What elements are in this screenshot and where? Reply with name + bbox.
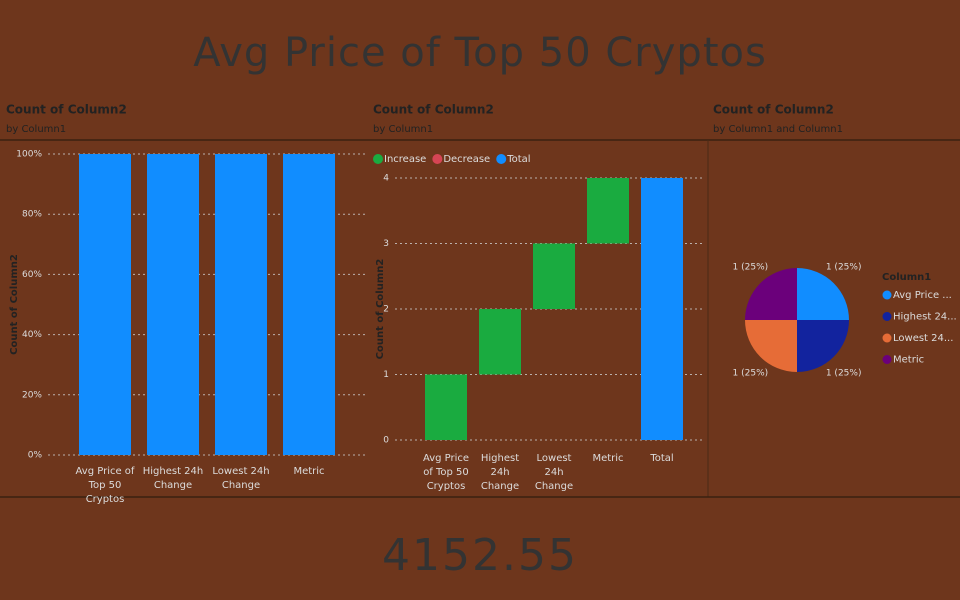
legend-label: Total — [506, 154, 530, 165]
bar — [215, 154, 267, 455]
x-tick-label: Highest 24h Change — [480, 453, 520, 492]
y-tick-label: 80% — [22, 210, 42, 220]
pie-slice — [797, 268, 849, 320]
dashboard-title: Avg Price of Top 50 Cryptos — [193, 30, 767, 76]
legend-marker — [496, 154, 507, 164]
y-tick-label: 60% — [22, 270, 42, 280]
pie-slice — [745, 320, 797, 372]
data-label: 1 (25%) — [733, 262, 769, 272]
panel-title: Count of Column2 — [713, 103, 834, 117]
x-tick-label: Lowest 24h Change — [212, 466, 270, 491]
y-tick-label: 0 — [383, 436, 389, 446]
bar — [79, 154, 131, 455]
panel-subtitle: by Column1 — [373, 124, 433, 135]
data-label: 1 (25%) — [826, 369, 862, 379]
legend-marker — [882, 355, 892, 364]
legend-marker — [882, 333, 892, 343]
legend-label: Highest 24... — [893, 312, 957, 323]
legend-title: Column1 — [882, 272, 931, 283]
x-tick-label: Total — [650, 453, 674, 464]
legend-marker — [882, 290, 892, 300]
panel-title: Count of Column2 — [6, 103, 127, 117]
bar — [283, 154, 335, 455]
pie-slice — [745, 268, 797, 320]
y-tick-label: 20% — [22, 390, 42, 400]
waterfall-bar — [479, 309, 521, 375]
panel-subtitle: by Column1 — [6, 124, 66, 135]
waterfall-bar — [641, 178, 683, 440]
x-tick-label: Avg Price of Top 50 Cryptos — [422, 453, 470, 492]
legend-label: Decrease — [443, 154, 490, 165]
legend-marker — [432, 154, 443, 164]
y-tick-label: 0% — [28, 451, 43, 461]
y-tick-label: 40% — [22, 330, 42, 340]
x-tick-label: Metric — [592, 453, 624, 464]
waterfall-bar — [533, 243, 575, 309]
bar — [147, 154, 199, 455]
y-tick-label: 1 — [383, 370, 389, 380]
waterfall-bar — [587, 178, 629, 244]
legend-marker — [882, 312, 892, 321]
data-label: 1 (25%) — [733, 369, 769, 379]
legend-label: Increase — [384, 154, 426, 165]
legend-label: Lowest 24... — [893, 333, 953, 344]
card-value: 4152.55 — [382, 530, 578, 581]
pie-slice — [797, 320, 849, 372]
waterfall-bar — [425, 374, 467, 440]
y-tick-label: 3 — [383, 239, 389, 249]
x-tick-label: Highest 24h Change — [142, 466, 204, 491]
panel-title: Count of Column2 — [373, 103, 494, 117]
x-tick-label: Metric — [293, 466, 325, 477]
data-label: 1 (25%) — [826, 262, 862, 272]
panel-subtitle: by Column1 and Column1 — [713, 124, 843, 135]
legend-label: Avg Price ... — [893, 290, 952, 301]
x-tick-label: Avg Price of Top 50 Cryptos — [75, 466, 135, 505]
y-tick-label: 2 — [383, 305, 389, 315]
legend-label: Metric — [893, 355, 924, 366]
y-tick-label: 4 — [383, 174, 389, 184]
y-axis-label: Count of Column2 — [9, 254, 20, 355]
y-axis-label: Count of Column2 — [375, 259, 386, 360]
x-tick-label: Lowest 24h Change — [534, 453, 574, 492]
y-tick-label: 100% — [16, 150, 42, 160]
legend-marker — [373, 154, 383, 164]
